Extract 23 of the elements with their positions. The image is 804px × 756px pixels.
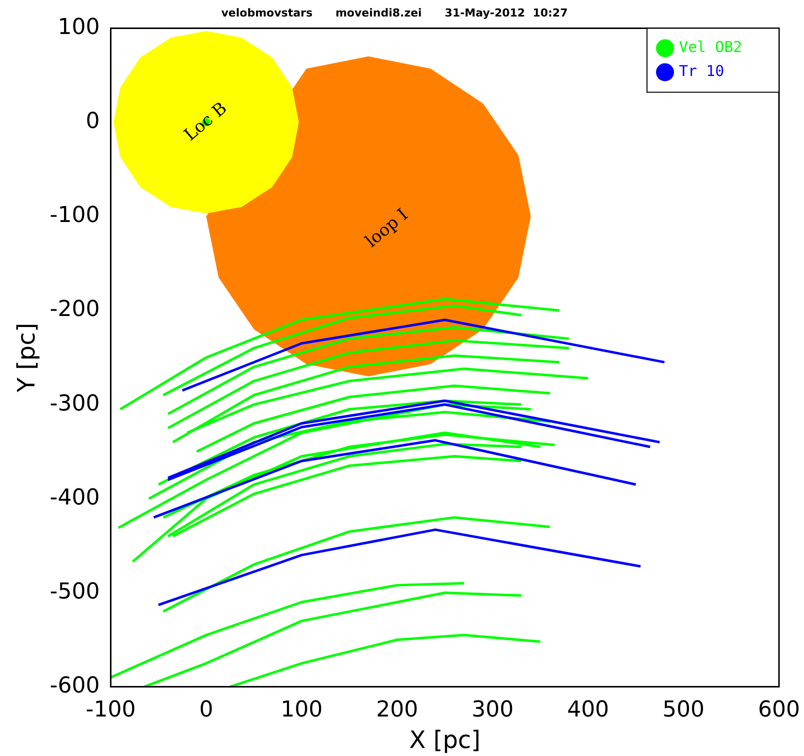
chart-title: velobmovstars moveindi8.zei 31-May-2012 10:27 xyxy=(221,6,568,20)
x-axis-title: X [pc] xyxy=(409,726,480,754)
legend-label: Vel OB2 xyxy=(679,38,742,56)
legend-label: Tr 10 xyxy=(679,62,724,80)
x-tick-label: 200 xyxy=(376,698,418,723)
series-label: Loc B xyxy=(180,98,232,146)
y-tick-label: 0 xyxy=(86,109,100,134)
series-label: loop I xyxy=(362,204,412,252)
x-tick-label: 600 xyxy=(758,698,800,723)
y-axis-title: Y [pc] xyxy=(12,322,41,394)
y-tick-label: 100 xyxy=(58,14,100,40)
y-tick-label: -500 xyxy=(50,579,100,604)
y-tick-label: -600 xyxy=(50,674,100,699)
x-tick-label: 300 xyxy=(472,698,514,723)
y-tick-label: -200 xyxy=(50,297,100,322)
x-tick-label: 0 xyxy=(199,698,214,723)
x-tick-label: -100 xyxy=(86,698,136,723)
y-tick-label: -100 xyxy=(50,203,100,228)
x-tick-label: 500 xyxy=(662,698,705,723)
y-tick-label: -300 xyxy=(50,391,100,416)
y-tick-label: -400 xyxy=(50,485,100,510)
x-tick-label: 100 xyxy=(280,698,323,723)
x-tick-label: 400 xyxy=(567,698,610,723)
